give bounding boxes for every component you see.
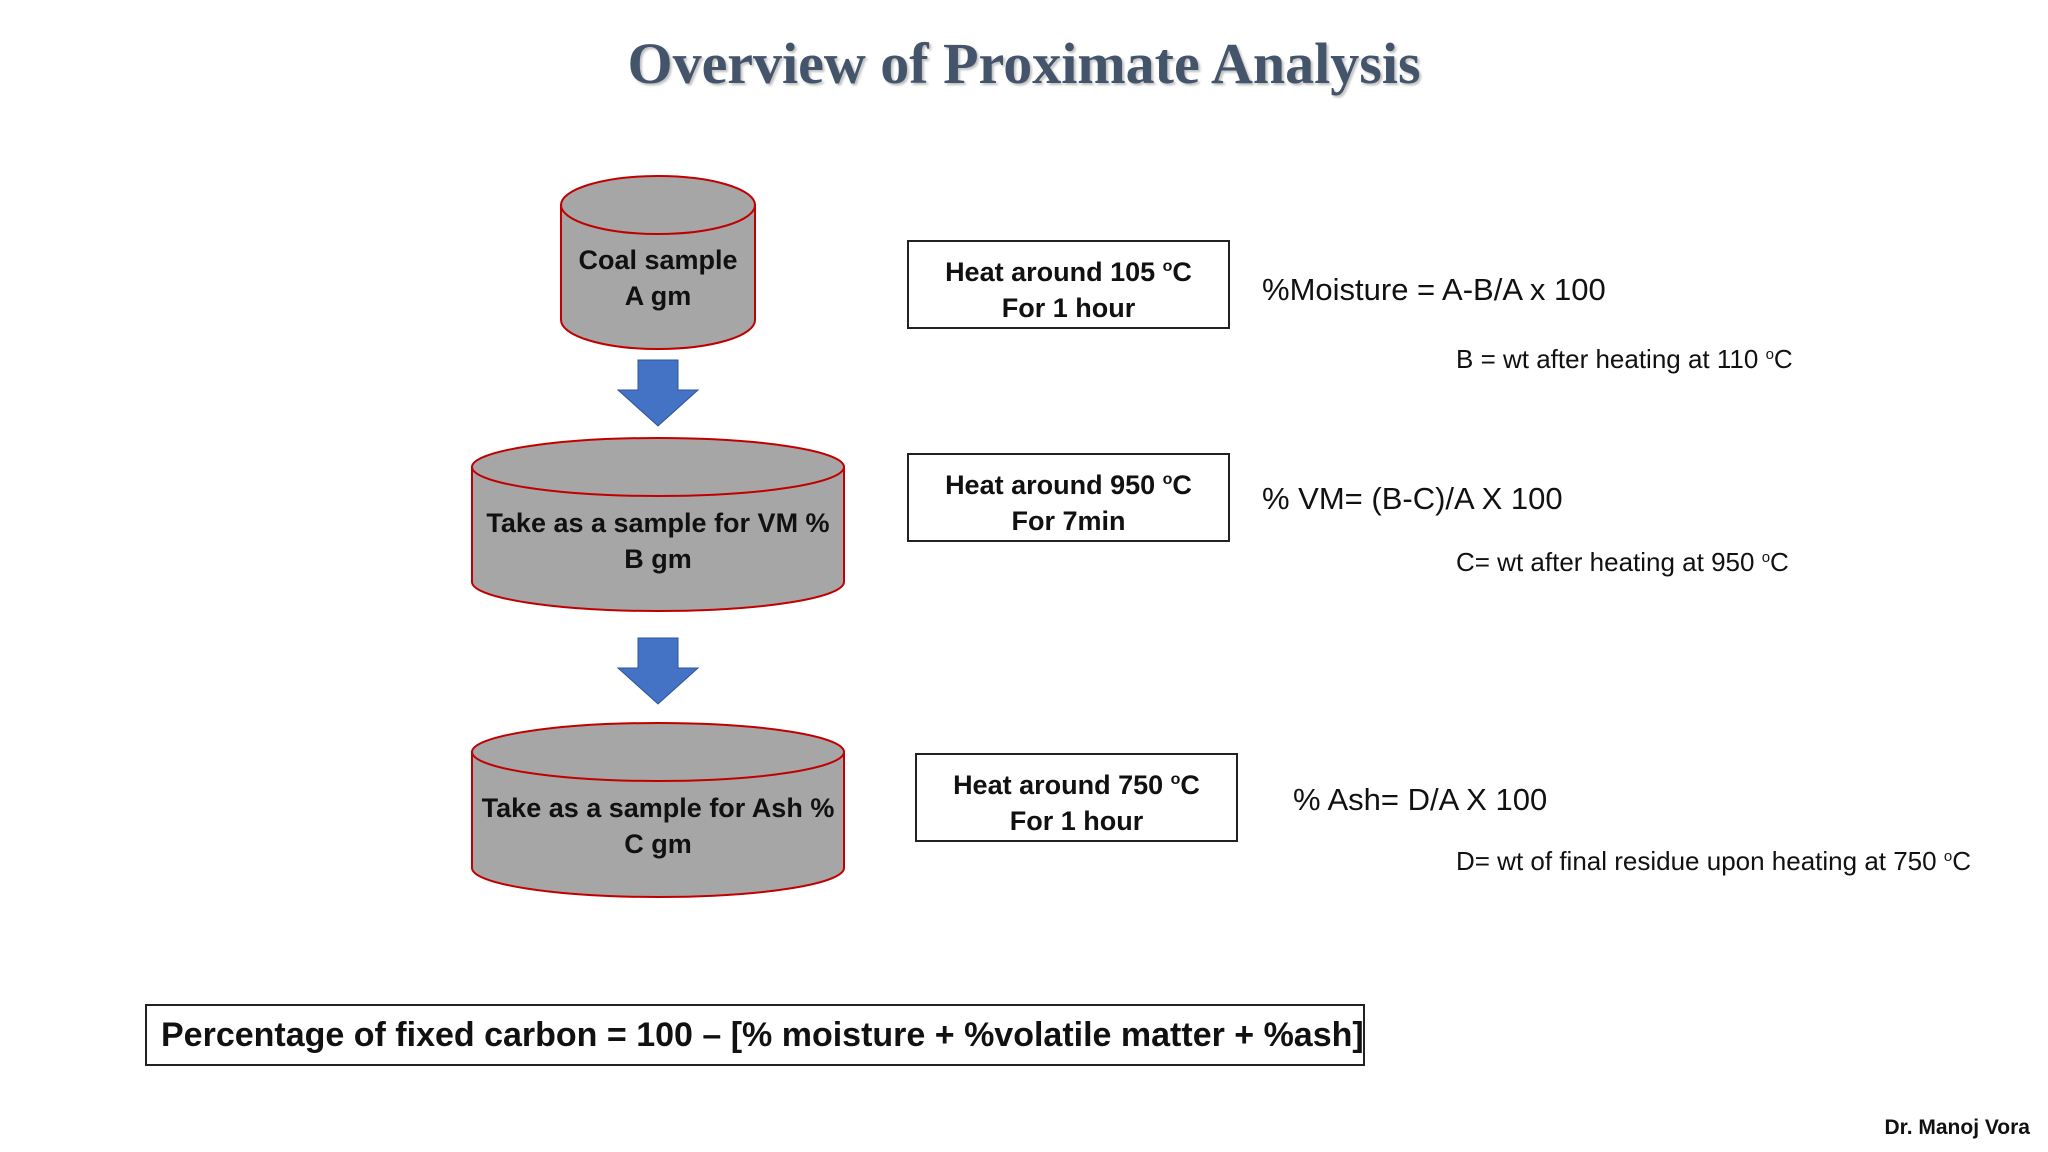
cylinder-label-line: Take as a sample for Ash % <box>481 793 835 823</box>
temp-unit: C <box>1773 344 1793 374</box>
cylinder-label-vm: Take as a sample for VM % B gm <box>472 505 844 577</box>
cylinder-label-line: B gm <box>624 544 692 574</box>
note-b: B = wt after heating at 110 oC <box>1456 344 1793 375</box>
temp-unit: C <box>1172 470 1192 500</box>
formula-ash: % Ash= D/A X 100 <box>1293 782 1548 817</box>
note-d: D= wt of final residue upon heating at 7… <box>1456 846 1971 877</box>
cylinder-label-coal: Coal sample A gm <box>558 242 758 314</box>
note-c: C= wt after heating at 950 oC <box>1456 547 1789 578</box>
cylinder-vm-sample <box>471 437 845 612</box>
author-credit: Dr. Manoj Vora <box>1884 1116 2030 1139</box>
temp-unit: C <box>1172 257 1192 287</box>
heat-box-vm: Heat around 950 oC For 7min <box>907 453 1230 542</box>
heat-duration: For 1 hour <box>1001 293 1136 323</box>
temp-unit: C <box>1180 770 1200 800</box>
heat-duration: For 1 hour <box>1009 806 1144 836</box>
cylinder-label-line: Coal sample <box>578 245 738 275</box>
degree-symbol: o <box>1170 771 1181 788</box>
cylinder-ash-sample <box>471 722 845 898</box>
degree-symbol: o <box>1765 346 1774 363</box>
heat-duration: For 7min <box>1011 506 1126 536</box>
down-arrow-icon <box>616 359 700 427</box>
cylinder-label-line: C gm <box>624 829 692 859</box>
temp-unit: C <box>1952 846 1971 876</box>
heat-box-moisture: Heat around 105 oC For 1 hour <box>907 240 1230 329</box>
degree-symbol: o <box>1943 848 1953 865</box>
heat-temp: Heat around 750 <box>953 770 1171 800</box>
note-text: D= wt of final residue upon heating at 7… <box>1456 846 1944 876</box>
formula-vm: % VM= (B-C)/A X 100 <box>1262 481 1563 516</box>
note-text: B = wt after heating at 110 <box>1456 344 1766 374</box>
fixed-carbon-formula: Percentage of fixed carbon = 100 – [% mo… <box>145 1004 1365 1066</box>
cylinder-label-line: Take as a sample for VM % <box>486 508 830 538</box>
degree-symbol: o <box>1162 258 1173 275</box>
note-text: C= wt after heating at 950 <box>1456 547 1762 577</box>
temp-unit: C <box>1770 547 1789 577</box>
degree-symbol: o <box>1761 549 1771 566</box>
degree-symbol: o <box>1162 471 1173 488</box>
heat-box-ash: Heat around 750 oC For 1 hour <box>915 753 1238 842</box>
heat-temp: Heat around 950 <box>945 470 1163 500</box>
formula-moisture: %Moisture = A-B/A x 100 <box>1262 272 1606 307</box>
page-title: Overview of Proximate Analysis <box>627 31 1421 96</box>
cylinder-label-line: A gm <box>624 281 692 311</box>
cylinder-label-ash: Take as a sample for Ash % C gm <box>472 790 844 862</box>
down-arrow-icon <box>616 637 700 705</box>
heat-temp: Heat around 105 <box>945 257 1163 287</box>
cylinder-coal-sample <box>560 175 756 350</box>
